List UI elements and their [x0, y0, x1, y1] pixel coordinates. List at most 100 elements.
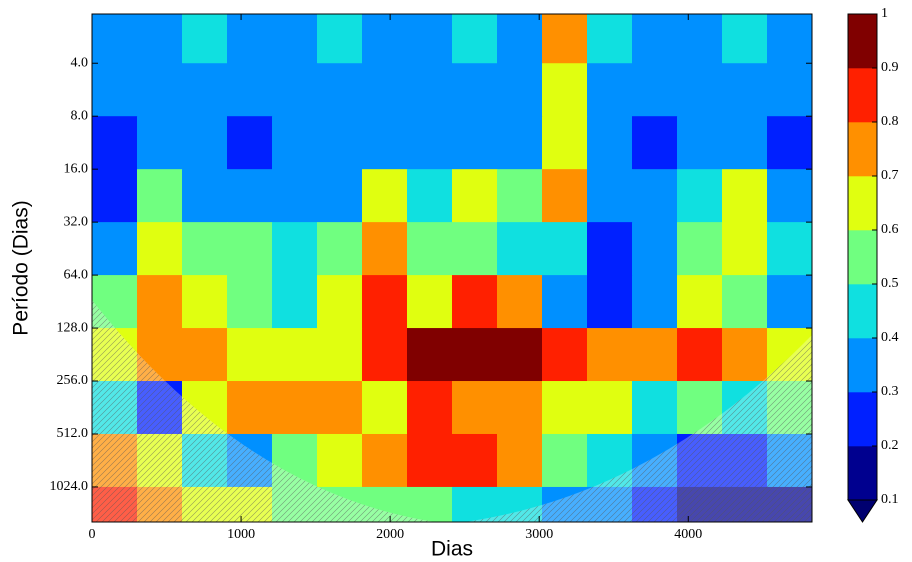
heatmap-cell [317, 433, 363, 488]
heatmap-cell [182, 222, 228, 276]
heatmap-cell [677, 14, 723, 64]
x-tick-label: 4000 [674, 527, 702, 542]
x-tick-label: 2000 [376, 527, 404, 542]
heatmap-cell [137, 14, 183, 64]
heatmap-cell [632, 222, 678, 276]
heatmap-cell [767, 14, 812, 64]
heatmap-cell [632, 14, 678, 64]
heatmap-cell [542, 275, 588, 329]
heatmap-cell [272, 328, 318, 382]
heatmap-cell [542, 116, 588, 170]
heatmap-cell [227, 14, 273, 64]
heatmap-cell [362, 116, 408, 170]
heatmap-cell [137, 63, 183, 117]
heatmap-cell [272, 169, 318, 223]
y-axis-label: Período (Dias) [10, 200, 33, 335]
heatmap-cell [272, 63, 318, 117]
heatmap [92, 14, 812, 522]
heatmap-cell [497, 116, 543, 170]
heatmap-cell [362, 222, 408, 276]
heatmap-cell [407, 116, 453, 170]
heatmap-cell [452, 433, 498, 488]
heatmap-cell [767, 275, 812, 329]
heatmap-cell [407, 169, 453, 223]
y-tick-label: 8.0 [71, 108, 89, 123]
heatmap-cell [587, 275, 633, 329]
colorbar-band [848, 176, 877, 231]
heatmap-cell [182, 328, 228, 382]
heatmap-cell [407, 486, 453, 522]
heatmap-cell [407, 275, 453, 329]
heatmap-cell [722, 14, 768, 64]
heatmap-cell [362, 169, 408, 223]
heatmap-cell [317, 14, 363, 64]
heatmap-cell [587, 169, 633, 223]
y-tick-label: 16.0 [64, 161, 89, 176]
y-tick-label: 1024.0 [50, 479, 89, 494]
heatmap-cell [272, 381, 318, 435]
cone-of-influence [92, 300, 812, 522]
colorbar-tick-label: 0.9 [881, 60, 899, 75]
heatmap-cell [497, 328, 543, 382]
heatmap-cell [497, 63, 543, 117]
heatmap-cell [677, 222, 723, 276]
heatmap-cell [722, 63, 768, 117]
heatmap-cell [722, 222, 768, 276]
heatmap-cell [542, 433, 588, 488]
heatmap-cell [497, 14, 543, 64]
heatmap-cell [767, 169, 812, 223]
heatmap-cell [92, 63, 138, 117]
heatmap-cell [452, 169, 498, 223]
heatmap-cell [587, 222, 633, 276]
heatmap-cell [227, 222, 273, 276]
colorbar-frame [847, 13, 878, 501]
colorbar-band [848, 284, 877, 339]
colorbar-tick-label: 1 [881, 6, 888, 21]
heatmap-cell [227, 116, 273, 170]
heatmap-cell [362, 328, 408, 382]
colorbar-band [848, 122, 877, 177]
heatmap-cell [272, 14, 318, 64]
heatmap-cell [542, 14, 588, 64]
x-tick-label: 0 [89, 527, 96, 542]
heatmap-cell [677, 169, 723, 223]
heatmap-cell [407, 222, 453, 276]
colorbar-tick-label: 0.3 [881, 384, 899, 399]
heatmap-cell [317, 381, 363, 435]
heatmap-cell [317, 63, 363, 117]
heatmap-cell [272, 222, 318, 276]
heatmap-cell [362, 14, 408, 64]
heatmap-cell [542, 381, 588, 435]
y-tick-label: 256.0 [57, 373, 89, 388]
heatmap-cell [497, 222, 543, 276]
heatmap-cell [227, 275, 273, 329]
heatmap-cell [767, 116, 812, 170]
heatmap-cell [407, 381, 453, 435]
heatmap-cell [182, 275, 228, 329]
heatmap-cell [722, 116, 768, 170]
heatmap-cell [677, 275, 723, 329]
heatmap-cell [92, 169, 138, 223]
heatmap-cell [137, 116, 183, 170]
heatmap-cell [272, 116, 318, 170]
colorbar-tick-label: 0.8 [881, 114, 899, 129]
heatmap-cell [542, 222, 588, 276]
heatmap-cell [92, 116, 138, 170]
coi-hatch [92, 300, 812, 522]
heatmap-cell [587, 328, 633, 382]
colorbar-tick-label: 0.6 [881, 222, 899, 237]
heatmap-cell [542, 328, 588, 382]
heatmap-cell [227, 328, 273, 382]
heatmap-cell [227, 63, 273, 117]
heatmap-cell [317, 116, 363, 170]
heatmap-cell [452, 116, 498, 170]
heatmap-cell [227, 381, 273, 435]
heatmap-cell [317, 275, 363, 329]
colorbar-tick-label: 0.7 [881, 168, 899, 183]
heatmap-cell [317, 328, 363, 382]
heatmap-cell [452, 14, 498, 64]
heatmap-cell [182, 169, 228, 223]
heatmap-cell [182, 14, 228, 64]
plot-frame [91, 13, 813, 523]
